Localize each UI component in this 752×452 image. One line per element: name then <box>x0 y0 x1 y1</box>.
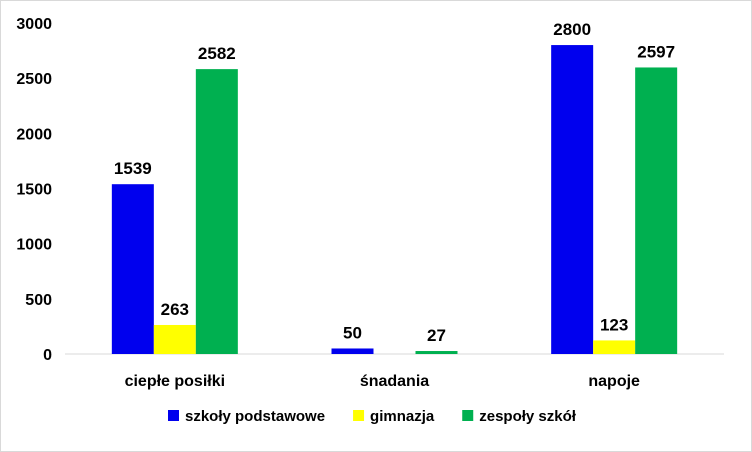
y-tick-label: 1500 <box>16 182 52 199</box>
bar-3-2 <box>415 351 458 354</box>
legend-label: szkoły podstawowe <box>185 408 325 425</box>
legend-label: zespoły szkół <box>479 408 577 425</box>
bar-2-1 <box>153 324 196 354</box>
data-label: 2597 <box>637 42 675 61</box>
data-label: 27 <box>427 326 446 345</box>
category-label: ciepłe posiłki <box>125 373 225 390</box>
category-label: napoje <box>588 373 640 390</box>
data-label: 1539 <box>114 159 152 178</box>
data-label: 50 <box>343 323 362 342</box>
y-tick-label: 1000 <box>16 237 52 254</box>
data-label: 2582 <box>198 44 236 63</box>
y-axis-ticks: 0 500 1000 1500 2000 2500 3000 <box>16 16 52 364</box>
y-tick-label: 2500 <box>16 71 52 88</box>
bar-3-3 <box>635 67 678 355</box>
legend: szkoły podstawowe gimnazja zespoły szkół <box>168 408 577 425</box>
bar-1-2 <box>331 348 374 354</box>
data-label: 123 <box>600 315 628 334</box>
bar-3-1 <box>195 69 238 355</box>
y-tick-label: 3000 <box>16 16 52 33</box>
legend-label: gimnazja <box>370 408 435 425</box>
data-labels: 1539 263 2582 50 27 2800 123 2597 <box>114 20 675 345</box>
category-label: śnadania <box>360 373 429 390</box>
bar-2-3 <box>593 340 636 354</box>
data-label: 263 <box>161 300 189 319</box>
bar-1-1 <box>111 184 154 354</box>
bars <box>111 45 678 355</box>
y-tick-label: 2000 <box>16 126 52 143</box>
legend-swatch <box>462 410 474 421</box>
y-tick-label: 0 <box>43 347 52 364</box>
data-label: 2800 <box>553 20 591 39</box>
bar-1-3 <box>551 45 594 355</box>
legend-swatch <box>353 410 365 421</box>
category-labels: ciepłe posiłki śnadania napoje <box>125 373 640 390</box>
legend-swatch <box>168 410 179 421</box>
y-tick-label: 500 <box>25 292 52 309</box>
